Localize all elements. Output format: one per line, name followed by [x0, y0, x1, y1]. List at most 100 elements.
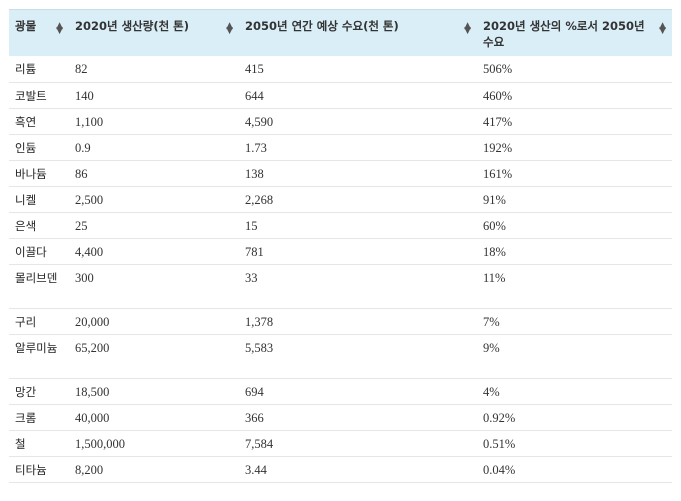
demand-percent-cell: 417% [477, 108, 672, 135]
production-2020-text: 25 [75, 218, 88, 233]
column-header-demand-2050[interactable]: 2050년 연간 예상 수요(천 톤) ▲ ▼ [239, 9, 477, 56]
demand-2050-cell: 138 [239, 160, 477, 187]
production-2020-text: 300 [75, 270, 94, 285]
table-body: 리튬 82 415 506% 코발트 140 644 460% 흑연 1,100 4,590 417%… [9, 56, 672, 483]
mineral-text: 바나듐 [15, 166, 47, 181]
production-2020-cell: 2,500 [69, 186, 239, 213]
demand-percent-cell: 192% [477, 134, 672, 161]
column-header-production-2020[interactable]: 2020년 생산량(천 톤) ▲ ▼ [69, 9, 239, 56]
demand-percent-text: 192% [483, 140, 513, 155]
mineral-cell: 바나듐 [9, 160, 69, 187]
demand-percent-cell: 460% [477, 82, 672, 109]
sort-arrows-icon[interactable]: ▲ ▼ [56, 21, 63, 36]
production-2020-text: 20,000 [75, 314, 110, 329]
mineral-cell: 구리 [9, 308, 69, 335]
mineral-cell: 인듐 [9, 134, 69, 161]
table-row: 바나듐 86 138 161% [9, 160, 672, 187]
demand-2050-text: 5,583 [245, 340, 274, 355]
column-header-mineral[interactable]: 광물 ▲ ▼ [9, 9, 69, 56]
demand-percent-text: 7% [483, 314, 500, 329]
table-row: 망간 18,500 694 4% [9, 378, 672, 405]
demand-2050-text: 138 [245, 166, 264, 181]
demand-2050-cell: 1,378 [239, 308, 477, 335]
demand-percent-text: 18% [483, 244, 506, 259]
demand-percent-cell: 0.51% [477, 430, 672, 457]
demand-percent-text: 161% [483, 166, 513, 181]
demand-percent-text: 0.04% [483, 462, 516, 477]
demand-2050-cell: 694 [239, 378, 477, 405]
production-2020-text: 2,500 [75, 192, 104, 207]
demand-2050-cell: 1.73 [239, 134, 477, 161]
table-row: 이끌다 4,400 781 18% [9, 238, 672, 265]
mineral-cell: 철 [9, 430, 69, 457]
demand-2050-text: 415 [245, 62, 264, 76]
mineral-cell: 크롬 [9, 404, 69, 431]
production-2020-cell: 1,500,000 [69, 430, 239, 457]
production-2020-cell: 65,200 [69, 334, 239, 379]
demand-2050-text: 694 [245, 384, 264, 399]
mineral-text: 철 [15, 436, 26, 451]
demand-2050-text: 15 [245, 218, 258, 233]
demand-percent-cell: 18% [477, 238, 672, 265]
demand-2050-text: 644 [245, 88, 264, 103]
demand-2050-cell: 4,590 [239, 108, 477, 135]
mineral-text: 은색 [15, 218, 37, 233]
production-2020-text: 18,500 [75, 384, 110, 399]
mineral-text: 코발트 [15, 88, 47, 103]
mineral-cell: 티타늄 [9, 456, 69, 483]
sort-arrows-icon[interactable]: ▲ ▼ [659, 21, 666, 36]
sort-arrows-icon[interactable]: ▲ ▼ [464, 21, 471, 36]
mineral-text: 망간 [15, 384, 37, 399]
mineral-cell: 몰리브덴 [9, 264, 69, 309]
demand-2050-cell: 415 [239, 56, 477, 83]
demand-2050-cell: 33 [239, 264, 477, 309]
column-header-demand-percent[interactable]: 2020년 생산의 %로서 2050년 수요 ▲ ▼ [477, 9, 672, 56]
demand-percent-cell: 9% [477, 334, 672, 379]
demand-percent-text: 0.92% [483, 410, 516, 425]
header-row: 광물 ▲ ▼ 2020년 생산량(천 톤) ▲ ▼ 2050년 연간 예상 수요(천 톤… [9, 9, 672, 56]
production-2020-cell: 82 [69, 56, 239, 83]
production-2020-cell: 18,500 [69, 378, 239, 405]
demand-percent-text: 0.51% [483, 436, 516, 451]
mineral-text: 알루미늄 [15, 340, 58, 355]
demand-percent-cell: 0.04% [477, 456, 672, 483]
demand-2050-cell: 15 [239, 212, 477, 239]
production-2020-cell: 140 [69, 82, 239, 109]
mineral-cell: 이끌다 [9, 238, 69, 265]
production-2020-cell: 0.9 [69, 134, 239, 161]
demand-2050-text: 3.44 [245, 462, 267, 477]
demand-2050-cell: 3.44 [239, 456, 477, 483]
table-row: 티타늄 8,200 3.44 0.04% [9, 456, 672, 483]
production-2020-cell: 4,400 [69, 238, 239, 265]
table-row: 크롬 40,000 366 0.92% [9, 404, 672, 431]
table-row: 리튬 82 415 506% [9, 56, 672, 83]
production-2020-text: 86 [75, 166, 88, 181]
demand-2050-cell: 5,583 [239, 334, 477, 379]
production-2020-text: 1,500,000 [75, 436, 125, 451]
demand-percent-cell: 11% [477, 264, 672, 309]
production-2020-text: 0.9 [75, 140, 91, 155]
mineral-text: 이끌다 [15, 244, 47, 259]
mineral-text: 인듐 [15, 140, 37, 155]
demand-percent-text: 4% [483, 384, 500, 399]
demand-percent-text: 417% [483, 114, 513, 129]
production-2020-text: 65,200 [75, 340, 110, 355]
demand-2050-text: 7,584 [245, 436, 274, 451]
demand-percent-cell: 91% [477, 186, 672, 213]
production-2020-cell: 40,000 [69, 404, 239, 431]
demand-2050-text: 2,268 [245, 192, 274, 207]
table-row: 철 1,500,000 7,584 0.51% [9, 430, 672, 457]
demand-percent-text: 506% [483, 62, 513, 76]
mineral-text: 리튬 [15, 62, 37, 76]
sort-arrows-icon[interactable]: ▲ ▼ [226, 21, 233, 36]
mineral-cell: 흑연 [9, 108, 69, 135]
production-2020-text: 40,000 [75, 410, 110, 425]
table-row: 은색 25 15 60% [9, 212, 672, 239]
mineral-text: 구리 [15, 314, 37, 329]
production-2020-cell: 86 [69, 160, 239, 187]
demand-2050-text: 4,590 [245, 114, 274, 129]
mineral-cell: 은색 [9, 212, 69, 239]
demand-percent-text: 60% [483, 218, 506, 233]
production-2020-cell: 8,200 [69, 456, 239, 483]
demand-2050-text: 781 [245, 244, 264, 259]
